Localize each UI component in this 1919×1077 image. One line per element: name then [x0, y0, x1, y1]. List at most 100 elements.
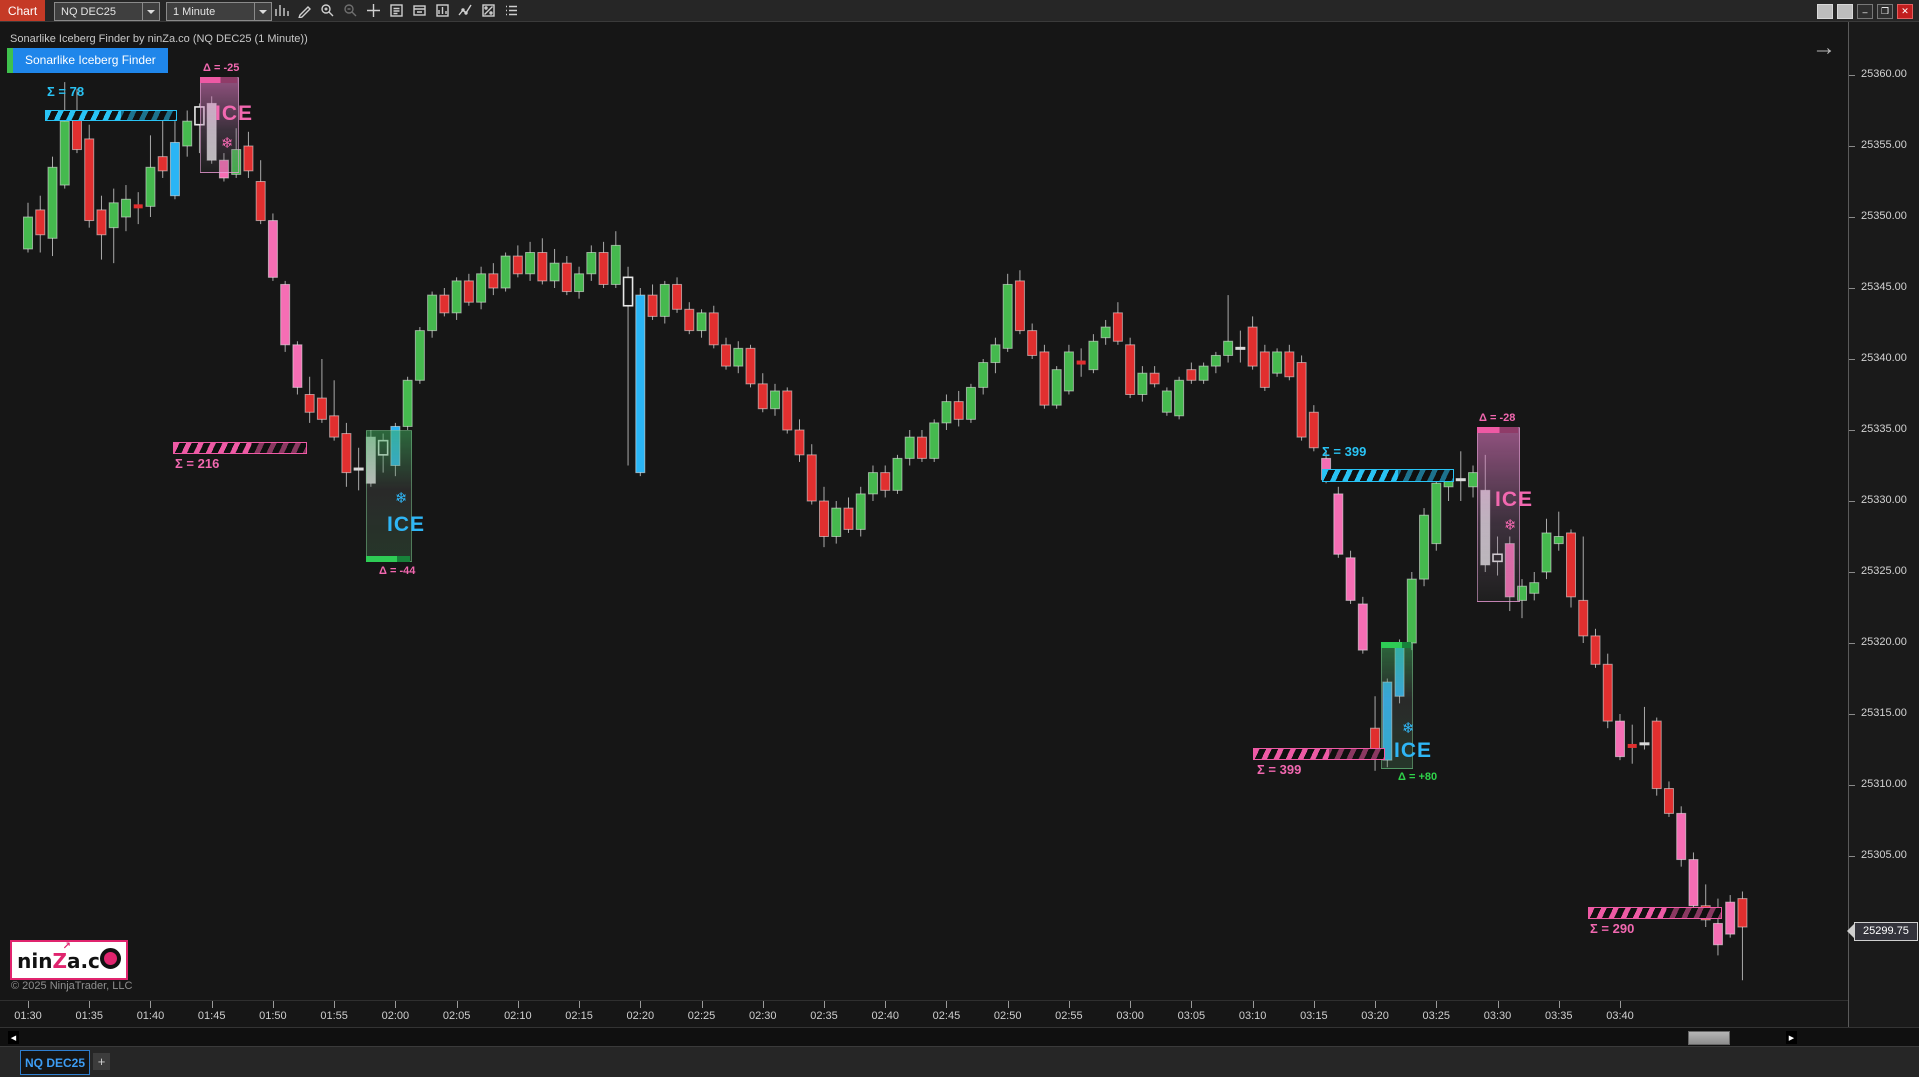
candle — [1002, 273, 1013, 352]
sum-hatch-bar — [1588, 907, 1722, 919]
list-icon[interactable] — [502, 1, 521, 20]
crosshair-icon[interactable] — [364, 1, 383, 20]
price-tick-mark — [1849, 714, 1855, 715]
price-axis[interactable]: 25360.00 25355.00 25350.00 25345.00 25340.00… — [1847, 21, 1919, 1027]
logo-arrow-icon: ↗ — [62, 940, 71, 952]
candle — [622, 266, 634, 466]
time-tick-label: 03:15 — [1300, 1010, 1328, 1022]
minimize-button[interactable]: – — [1857, 4, 1873, 19]
restore-button[interactable]: ❐ — [1877, 4, 1893, 19]
indicator-chip[interactable]: Sonarlike Iceberg Finder — [7, 48, 168, 73]
analyzer-icon[interactable] — [479, 1, 498, 20]
chart-menu-button[interactable]: Chart — [0, 0, 45, 21]
scrollbar-thumb[interactable] — [1688, 1031, 1730, 1045]
delta-label: Δ = +80 — [1398, 771, 1438, 783]
time-tick-mark — [1619, 1001, 1621, 1008]
candle — [500, 252, 511, 292]
candle — [439, 288, 450, 317]
time-tick-label: 03:05 — [1177, 1010, 1206, 1022]
iceberg-zone-box: ICE ❄ Δ = +80 — [1381, 642, 1437, 783]
copyright-text: © 2025 NinjaTrader, LLC — [11, 980, 133, 992]
candle — [1259, 344, 1270, 391]
candle — [757, 373, 768, 413]
iceberg-label: ICE — [1495, 488, 1534, 511]
candle — [904, 430, 915, 466]
add-tab-button[interactable]: + — [93, 1053, 110, 1070]
candle — [1076, 348, 1086, 377]
candle — [59, 82, 70, 189]
time-tick-mark — [1130, 1001, 1132, 1008]
candle — [770, 383, 781, 416]
candle — [696, 309, 707, 338]
tab-nq-dec25[interactable]: NQ DEC25 — [20, 1050, 90, 1075]
time-tick-label: 03:30 — [1483, 1010, 1512, 1022]
time-tick-label: 01:45 — [197, 1010, 226, 1022]
zoom-in-icon[interactable] — [318, 1, 337, 20]
chart-window-icon[interactable] — [433, 1, 452, 20]
price-tick-mark — [1849, 430, 1855, 431]
sum-label: Σ = 399 — [1322, 444, 1367, 459]
time-tick-label: 01:30 — [14, 1010, 42, 1022]
instrument-link-button[interactable] — [1817, 4, 1833, 19]
close-button[interactable]: ✕ — [1897, 4, 1913, 19]
bar-chart-icon[interactable] — [272, 1, 291, 20]
time-tick-mark — [1191, 1001, 1193, 1008]
chevron-down-icon[interactable] — [254, 3, 271, 20]
time-tick-mark — [1313, 1001, 1315, 1008]
interval-dropdown[interactable]: 1 Minute — [166, 2, 272, 21]
candle — [1100, 319, 1111, 345]
time-axis[interactable]: 01:30 01:35 01:40 01:45 01:50 01:55 02:00 02:05… — [0, 1000, 1848, 1028]
candle — [1565, 529, 1576, 608]
zigzag-icon[interactable] — [456, 1, 475, 20]
sum-hatch-bar — [1253, 748, 1385, 760]
price-tick-mark — [1849, 643, 1855, 644]
notes-icon[interactable] — [387, 1, 406, 20]
candle — [463, 273, 474, 306]
ninza-logo: ninZ ↗ a.c — [10, 940, 128, 980]
link-window-icon[interactable] — [410, 1, 429, 20]
go-to-latest-arrow-icon[interactable]: → — [1812, 34, 1836, 61]
sum-hatch-bar — [1322, 469, 1454, 482]
candle — [1223, 295, 1234, 363]
candle — [1737, 891, 1748, 981]
price-tick-mark — [1849, 217, 1855, 218]
iceberg-zone-box: ICE ❄ Δ = -44 — [366, 430, 424, 577]
candle — [1088, 334, 1099, 374]
time-tick-label: 03:35 — [1544, 1010, 1573, 1022]
candle — [476, 266, 487, 310]
candle — [635, 288, 646, 477]
zoom-out-icon[interactable] — [341, 1, 360, 20]
time-tick-mark — [1068, 1001, 1070, 1008]
time-tick-mark — [885, 1001, 887, 1008]
scroll-right-arrow[interactable]: ▶ — [1786, 1031, 1797, 1044]
candle — [733, 341, 744, 374]
candle — [867, 465, 878, 501]
price-tick-mark — [1849, 501, 1855, 502]
instrument-dropdown[interactable]: NQ DEC25 — [54, 2, 160, 21]
candle — [451, 277, 462, 320]
iceberg-accent-bar — [1477, 427, 1518, 433]
candle — [965, 383, 976, 423]
interval-link-button[interactable] — [1837, 4, 1853, 19]
pencil-icon[interactable] — [295, 1, 314, 20]
candle — [1639, 706, 1650, 750]
candle — [1419, 508, 1430, 587]
time-tick-mark — [456, 1001, 458, 1008]
chevron-down-icon[interactable] — [142, 3, 159, 20]
scroll-left-arrow[interactable]: ◀ — [8, 1031, 19, 1044]
candle — [427, 291, 438, 338]
price-tick-mark — [1849, 856, 1855, 857]
indicator-color-bar — [7, 48, 13, 73]
candle — [23, 202, 33, 253]
horizontal-scrollbar[interactable]: ◀ ▶ — [0, 1027, 1919, 1047]
snowflake-icon: ❄ — [221, 134, 234, 152]
candle — [488, 263, 499, 296]
candle — [684, 302, 695, 335]
candle — [1039, 344, 1050, 409]
candle — [267, 213, 278, 281]
candle — [1357, 596, 1368, 654]
candle — [892, 454, 903, 494]
candle — [1578, 536, 1589, 643]
candle — [941, 394, 952, 430]
